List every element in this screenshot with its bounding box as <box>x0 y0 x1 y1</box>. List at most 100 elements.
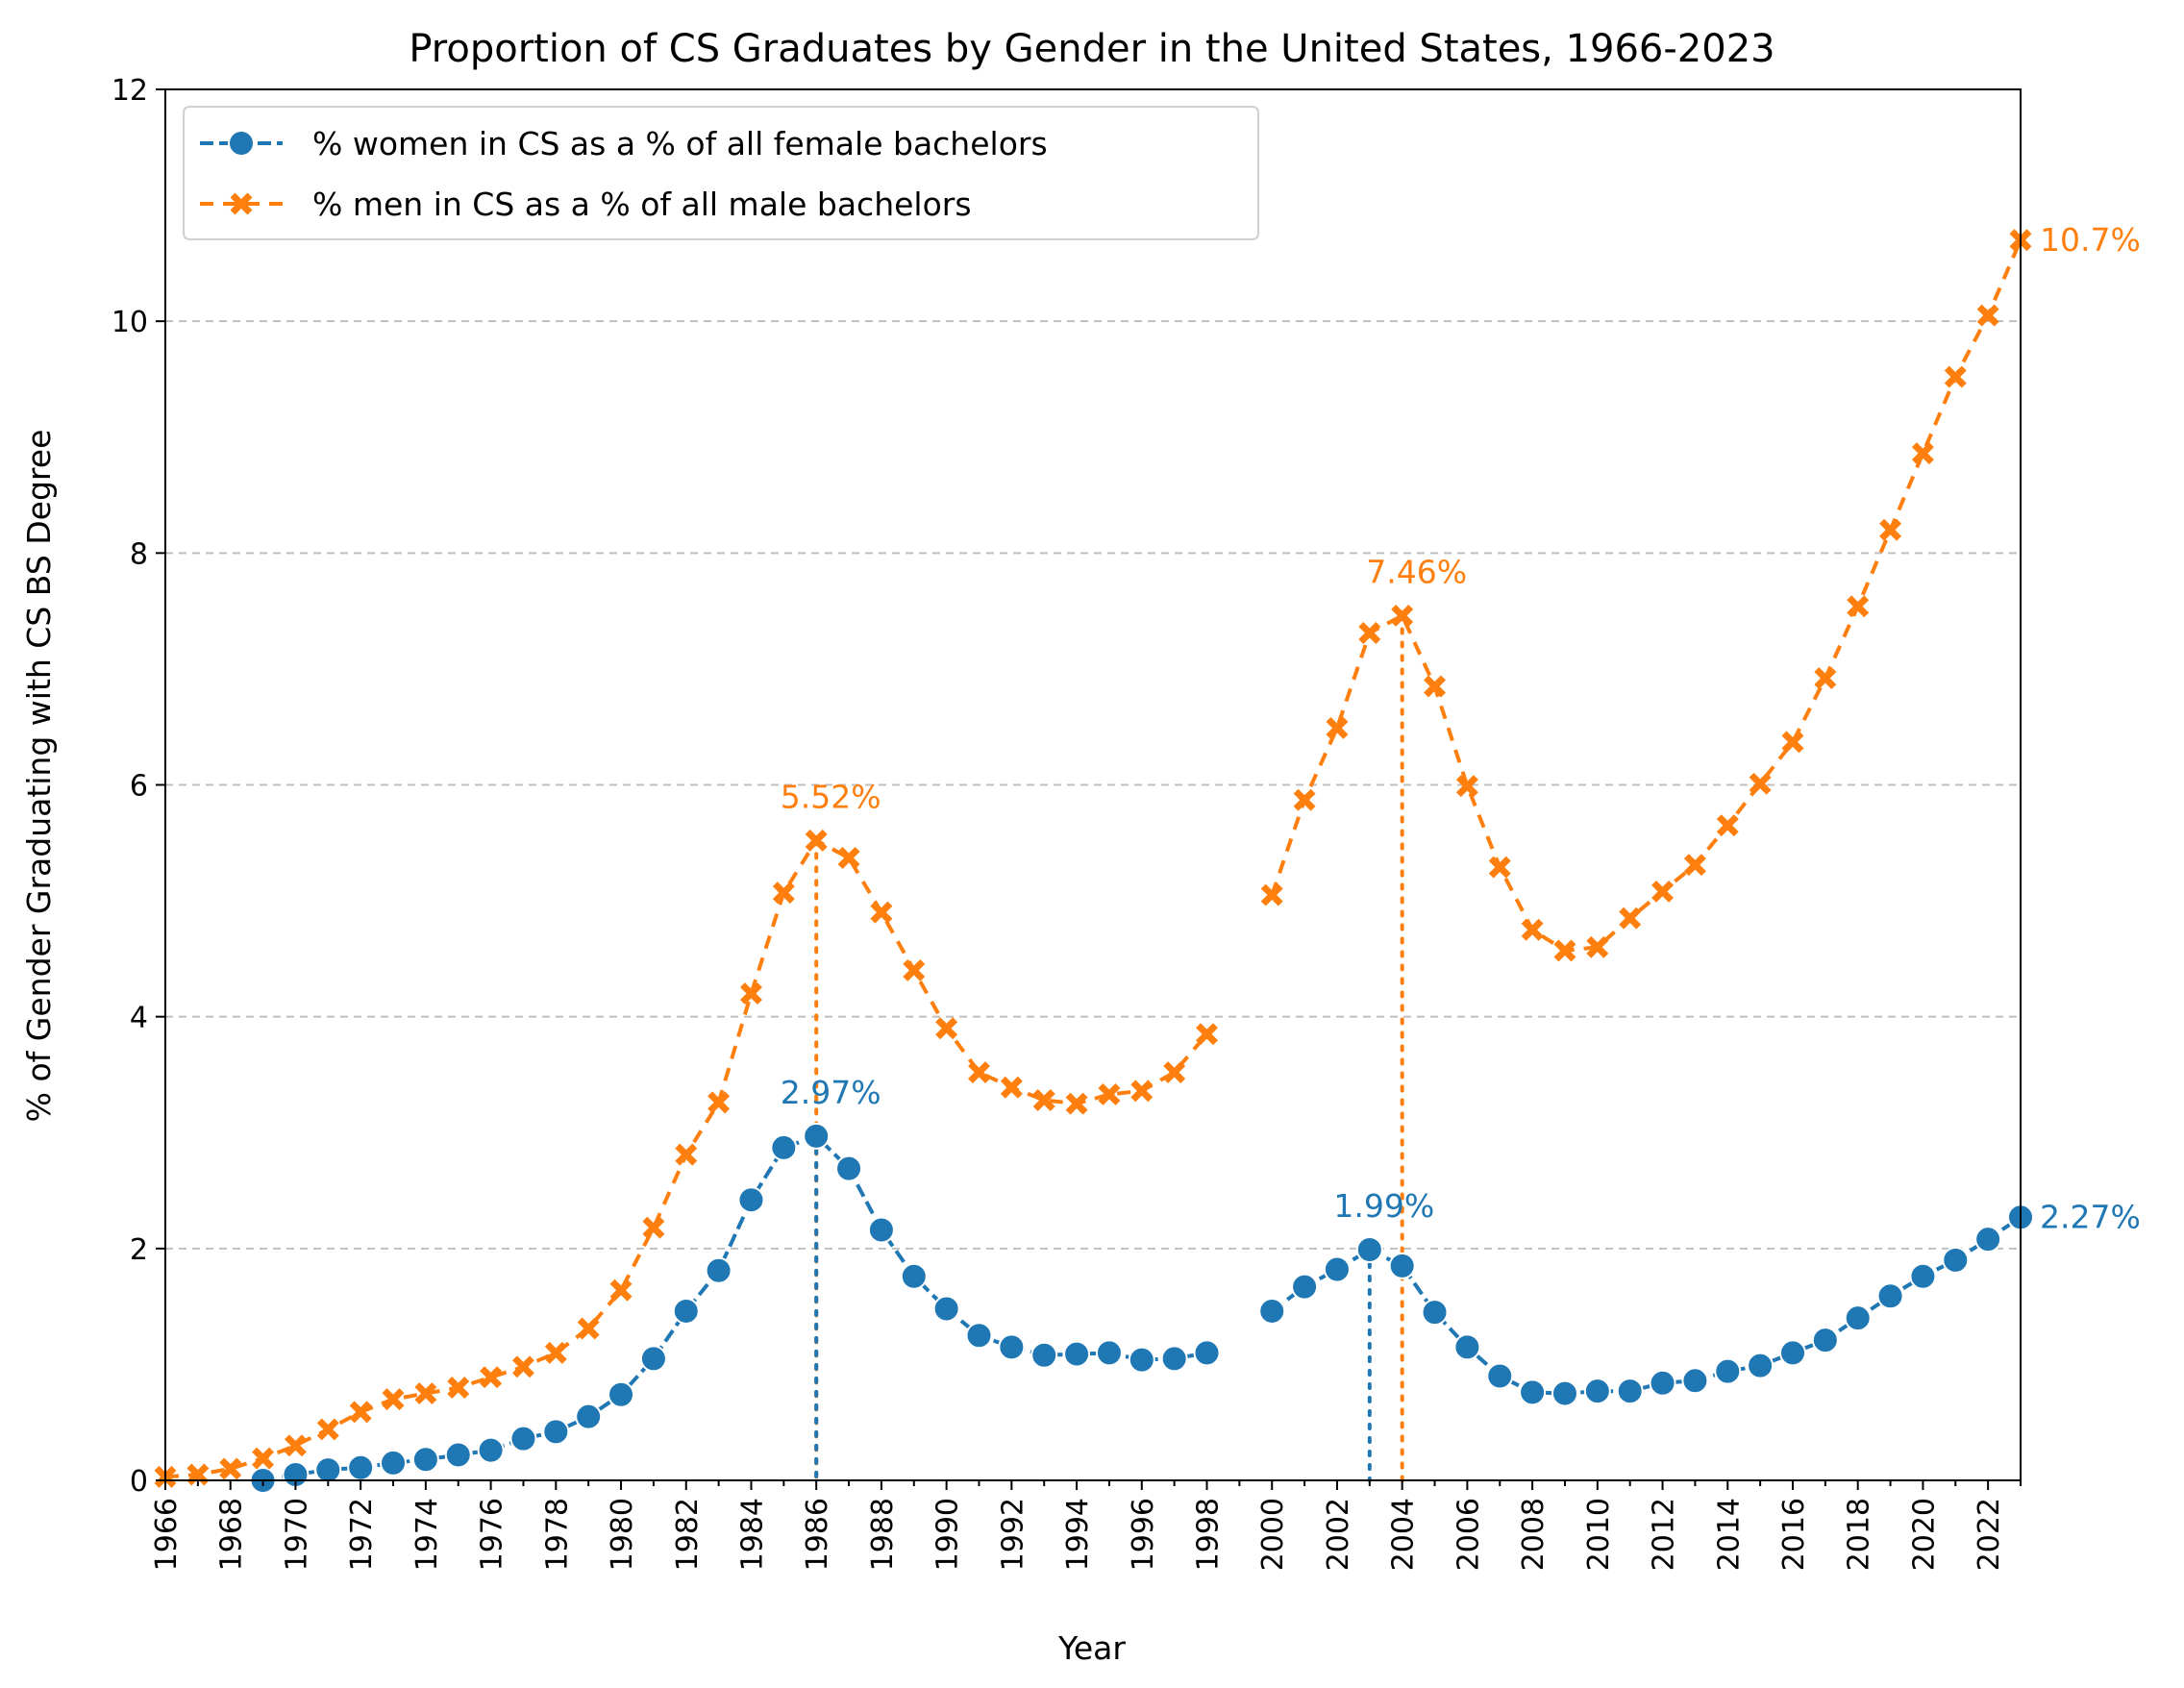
data-point <box>867 1216 895 1244</box>
x-marker-stroke <box>1424 675 1447 698</box>
data-point <box>737 1186 765 1214</box>
x-marker-stroke <box>1814 667 1837 690</box>
y-tick-label: 8 <box>130 537 148 571</box>
data-point <box>1388 1252 1416 1279</box>
data-point <box>1778 1339 1806 1367</box>
legend-marker <box>230 192 253 215</box>
data-point <box>837 846 860 869</box>
x-tick-label: 2016 <box>1777 1498 1811 1571</box>
data-point <box>1326 716 1349 739</box>
data-point <box>575 1403 603 1430</box>
data-point <box>1551 1379 1578 1407</box>
data-point <box>1160 1345 1188 1373</box>
data-point <box>1716 814 1739 837</box>
annotation-label: 1.99% <box>1333 1187 1434 1225</box>
x-marker-stroke <box>707 1091 731 1114</box>
data-point <box>1521 918 1544 941</box>
data-point <box>608 1380 635 1408</box>
x-marker-stroke <box>1000 1076 1023 1099</box>
data-point <box>870 901 893 924</box>
x-marker-stroke <box>1683 854 1706 877</box>
data-point <box>705 1256 732 1284</box>
legend-marker <box>228 130 255 157</box>
data-point <box>316 1418 339 1441</box>
y-tick-label: 12 <box>112 74 148 108</box>
data-point <box>382 1388 405 1411</box>
x-marker-stroke <box>1455 775 1478 798</box>
data-point <box>1586 935 1609 958</box>
data-point <box>1424 675 1447 698</box>
series-0 <box>249 1122 2034 1494</box>
data-point <box>675 1143 698 1166</box>
data-point <box>1811 1327 1839 1354</box>
data-point <box>1714 1357 1742 1385</box>
x-marker-stroke <box>1847 595 1870 618</box>
chart-title: Proportion of CS Graduates by Gender in … <box>409 27 1774 71</box>
x-tick-label: 2006 <box>1452 1498 1485 1571</box>
data-point <box>1944 365 1967 388</box>
x-marker-stroke <box>1130 1080 1154 1103</box>
data-point <box>511 1355 534 1378</box>
data-point <box>803 1122 831 1150</box>
x-marker-stroke <box>1976 304 1999 327</box>
data-point <box>1844 1304 1872 1332</box>
x-marker-stroke <box>1619 906 1642 930</box>
x-tick-label: 1974 <box>410 1498 444 1571</box>
data-point <box>1976 304 1999 327</box>
data-point <box>932 1295 960 1323</box>
x-tick-label: 1998 <box>1192 1498 1226 1571</box>
data-point <box>447 1377 470 1400</box>
x-marker-stroke <box>414 1382 437 1405</box>
x-marker-stroke <box>739 982 762 1005</box>
data-point <box>480 1366 503 1389</box>
data-point <box>1619 906 1642 930</box>
data-point <box>1421 1299 1449 1327</box>
x-tick-label: 1988 <box>866 1498 900 1571</box>
data-point <box>1519 1378 1547 1406</box>
x-marker-stroke <box>511 1355 534 1378</box>
x-marker-stroke <box>1065 1092 1088 1115</box>
y-tick-label: 6 <box>130 770 148 804</box>
data-point <box>1651 880 1675 903</box>
x-marker-stroke <box>219 1457 242 1480</box>
data-point <box>509 1425 537 1452</box>
x-marker-stroke <box>903 958 926 981</box>
data-point <box>998 1333 1026 1361</box>
data-point <box>444 1441 472 1469</box>
x-marker-stroke <box>968 1061 990 1084</box>
x-marker-stroke <box>1651 880 1675 903</box>
data-point <box>577 1317 600 1340</box>
data-point <box>477 1436 505 1464</box>
data-point <box>1616 1378 1644 1405</box>
data-series <box>154 229 2034 1494</box>
x-marker-stroke <box>642 1216 665 1239</box>
data-point <box>968 1061 990 1084</box>
data-point <box>1488 856 1511 879</box>
legend-label: % women in CS as a % of all female bache… <box>312 125 1048 162</box>
data-point <box>1876 1282 1904 1310</box>
x-tick-label: 1994 <box>1061 1498 1095 1571</box>
x-tick-label: 1970 <box>280 1498 313 1571</box>
data-point <box>965 1322 993 1350</box>
x-tick-label: 2022 <box>1973 1498 2006 1571</box>
data-point <box>1942 1246 1970 1274</box>
x-marker-stroke <box>1488 856 1511 879</box>
data-point <box>1323 1255 1351 1283</box>
x-tick-label: 1980 <box>606 1498 639 1571</box>
data-point <box>707 1091 731 1114</box>
x-tick-label: 2008 <box>1517 1498 1551 1571</box>
x-marker-stroke <box>1032 1089 1055 1111</box>
data-point <box>1193 1339 1221 1367</box>
annotation-label: 7.46% <box>1366 553 1467 590</box>
x-marker-stroke <box>544 1341 567 1364</box>
data-point <box>1358 622 1381 645</box>
data-point <box>314 1456 342 1484</box>
data-point <box>1649 1369 1676 1397</box>
data-point <box>1749 772 1772 795</box>
x-marker-stroke <box>837 846 860 869</box>
x-marker-stroke <box>382 1388 405 1411</box>
annotation-label: 5.52% <box>781 778 881 815</box>
data-point <box>609 1278 633 1302</box>
y-tick-label: 2 <box>130 1233 148 1267</box>
